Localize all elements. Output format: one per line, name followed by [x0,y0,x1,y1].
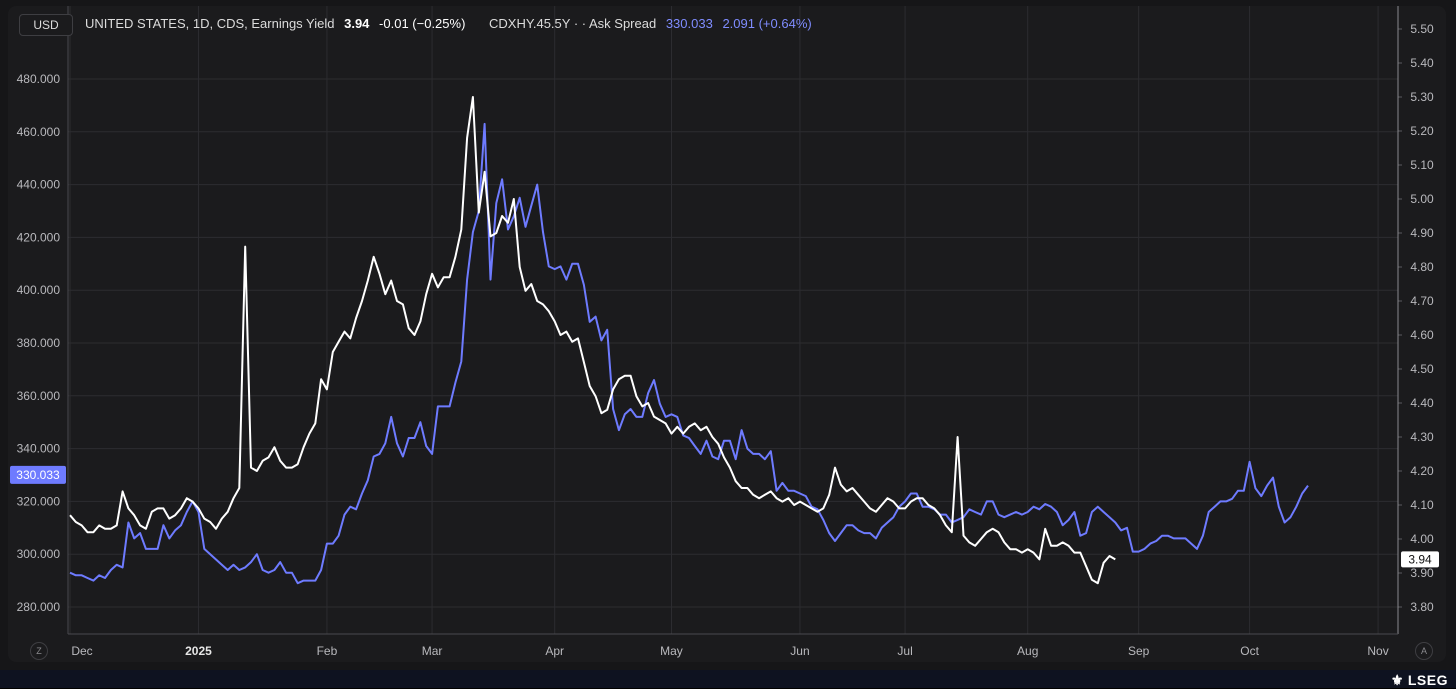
x-axis-tick-label: Jul [897,644,912,658]
right-axis-tick-label: 4.30 [1410,430,1434,444]
right-axis-value-badge [1401,551,1439,568]
left-axis-tick-label: 420.000 [17,230,61,244]
x-axis-tick-label: Apr [545,644,564,658]
right-axis-tick-label: 4.40 [1410,396,1434,410]
legend-series2-change: 2.091 (+0.64%) [722,16,812,31]
left-axis-value-badge-text: 330.033 [16,468,60,482]
left-axis-tick-label: 480.000 [17,72,61,86]
left-axis-tick-label: 280.000 [17,600,61,614]
ask-spread-line[interactable] [69,122,1309,585]
x-axis-tick-label: Jun [790,644,809,658]
right-axis-tick-label: 5.00 [1410,192,1434,206]
legend-series1-change: -0.01 (−0.25%) [379,16,466,31]
currency-selector[interactable]: USD [19,14,73,36]
right-axis-tick-label: 5.20 [1410,124,1434,138]
x-axis-tick-label: Nov [1367,644,1388,658]
right-axis-tick-label: 4.90 [1410,226,1434,240]
right-axis-value-badge-text: 3.94 [1408,552,1432,566]
right-axis-tick-label: 4.50 [1410,362,1434,376]
status-bar [0,670,1456,688]
zoom-reset-button[interactable]: Z [30,642,48,660]
left-axis-tick-label: 380.000 [17,336,61,350]
left-axis-tick-label: 320.000 [17,494,61,508]
right-axis-tick-label: 3.90 [1410,566,1434,580]
brand-logo: ⚜ LSEG [1391,672,1448,689]
legend-series1-value: 3.94 [344,16,370,31]
legend-series2-name[interactable]: CDXHY.45.5Y · · Ask Spread [489,16,657,31]
x-axis-tick-label: Sep [1128,644,1150,658]
x-axis-tick-label: Mar [422,644,443,658]
left-axis-tick-label: 360.000 [17,389,61,403]
right-axis-tick-label: 5.30 [1410,90,1434,104]
right-axis-tick-label: 4.00 [1410,532,1434,546]
left-axis-tick-label: 300.000 [17,547,61,561]
lseg-mark-icon: ⚜ [1390,672,1404,688]
left-axis-tick-label: 440.000 [17,178,61,192]
chart-panel[interactable]: 280.000 300.000 320.000 340.000 360.000 380.0… [8,6,1446,662]
left-axis-tick-label: 400.000 [17,283,61,297]
right-axis-tick-label: 4.70 [1410,294,1434,308]
right-axis-tick-label: 5.10 [1410,158,1434,172]
right-axis-tick-label: 4.60 [1410,328,1434,342]
x-axis-tick-label: Feb [317,644,338,658]
x-axis-tick-label: Dec [71,644,92,658]
left-axis-tick-label: 460.000 [17,125,61,139]
left-axis-tick-label: 340.000 [17,442,61,456]
chart-legend: UNITED STATES, 1D, CDS, Earnings Yield 3… [85,15,818,33]
earnings-yield-line[interactable] [69,96,1116,585]
x-axis-tick-label: Aug [1017,644,1038,658]
right-axis-tick-label: 3.80 [1410,600,1434,614]
plot-area[interactable] [68,6,1398,634]
auto-scale-button[interactable]: A [1415,642,1433,660]
brand-text: LSEG [1407,672,1448,688]
line-chart[interactable]: 280.000 300.000 320.000 340.000 360.000 380.0… [8,6,1446,662]
right-axis-tick-label: 4.20 [1410,464,1434,478]
right-axis-tick-label: 4.80 [1410,260,1434,274]
legend-series2-value: 330.033 [665,16,713,31]
right-axis-tick-label: 4.10 [1410,498,1434,512]
left-axis-value-badge [10,465,66,484]
legend-series1-name[interactable]: UNITED STATES, 1D, CDS, Earnings Yield [85,16,335,31]
x-axis-tick-label: May [660,644,683,658]
right-axis-tick-label: 5.50 [1410,22,1434,36]
right-axis-tick-label: 5.40 [1410,56,1434,70]
x-axis-tick-label: Oct [1240,644,1259,658]
x-axis-tick-label: 2025 [185,644,212,658]
